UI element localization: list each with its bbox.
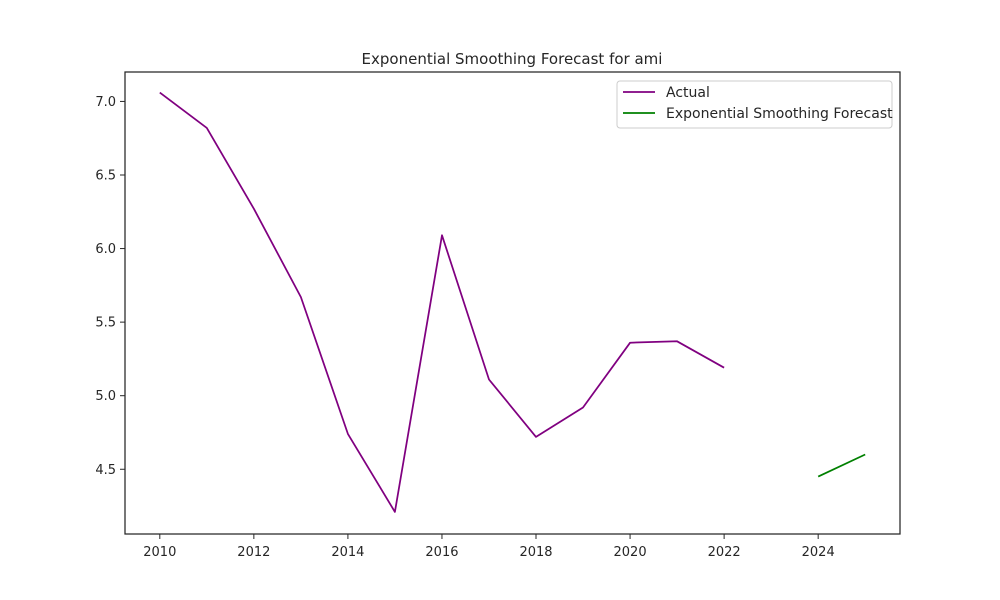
x-tick-label: 2022: [708, 545, 741, 560]
x-tick-label: 2012: [237, 545, 270, 560]
axes-frame: [124, 71, 901, 535]
x-tick-label: 2016: [425, 545, 458, 560]
x-tick-label: 2020: [614, 545, 647, 560]
legend-label: Actual: [666, 85, 710, 101]
y-tick-label: 5.0: [95, 389, 116, 404]
plot-area: [159, 91, 866, 513]
series-line-forecast: [817, 453, 866, 478]
y-tick-label: 6.0: [95, 242, 116, 257]
y-tick-label: 5.5: [95, 316, 116, 331]
x-tick-label: 2014: [331, 545, 364, 560]
axis-ticks: 2010 2012 2014 2016 2018 2020 2022 2024 4.5 5.0 5.…: [95, 95, 834, 560]
legend-box: [616, 80, 893, 129]
x-tick-label: 2024: [802, 545, 835, 560]
legend-label: Exponential Smoothing Forecast: [666, 106, 893, 122]
x-tick-label: 2010: [143, 545, 176, 560]
series-line-actual: [159, 91, 725, 513]
x-tick-label: 2018: [519, 545, 552, 560]
legend: Actual Exponential Smoothing Forecast: [616, 80, 893, 129]
y-tick-label: 6.5: [95, 168, 116, 183]
chart-title: Exponential Smoothing Forecast for ami: [362, 50, 663, 68]
y-tick-label: 4.5: [95, 463, 116, 478]
y-tick-label: 7.0: [95, 95, 116, 110]
